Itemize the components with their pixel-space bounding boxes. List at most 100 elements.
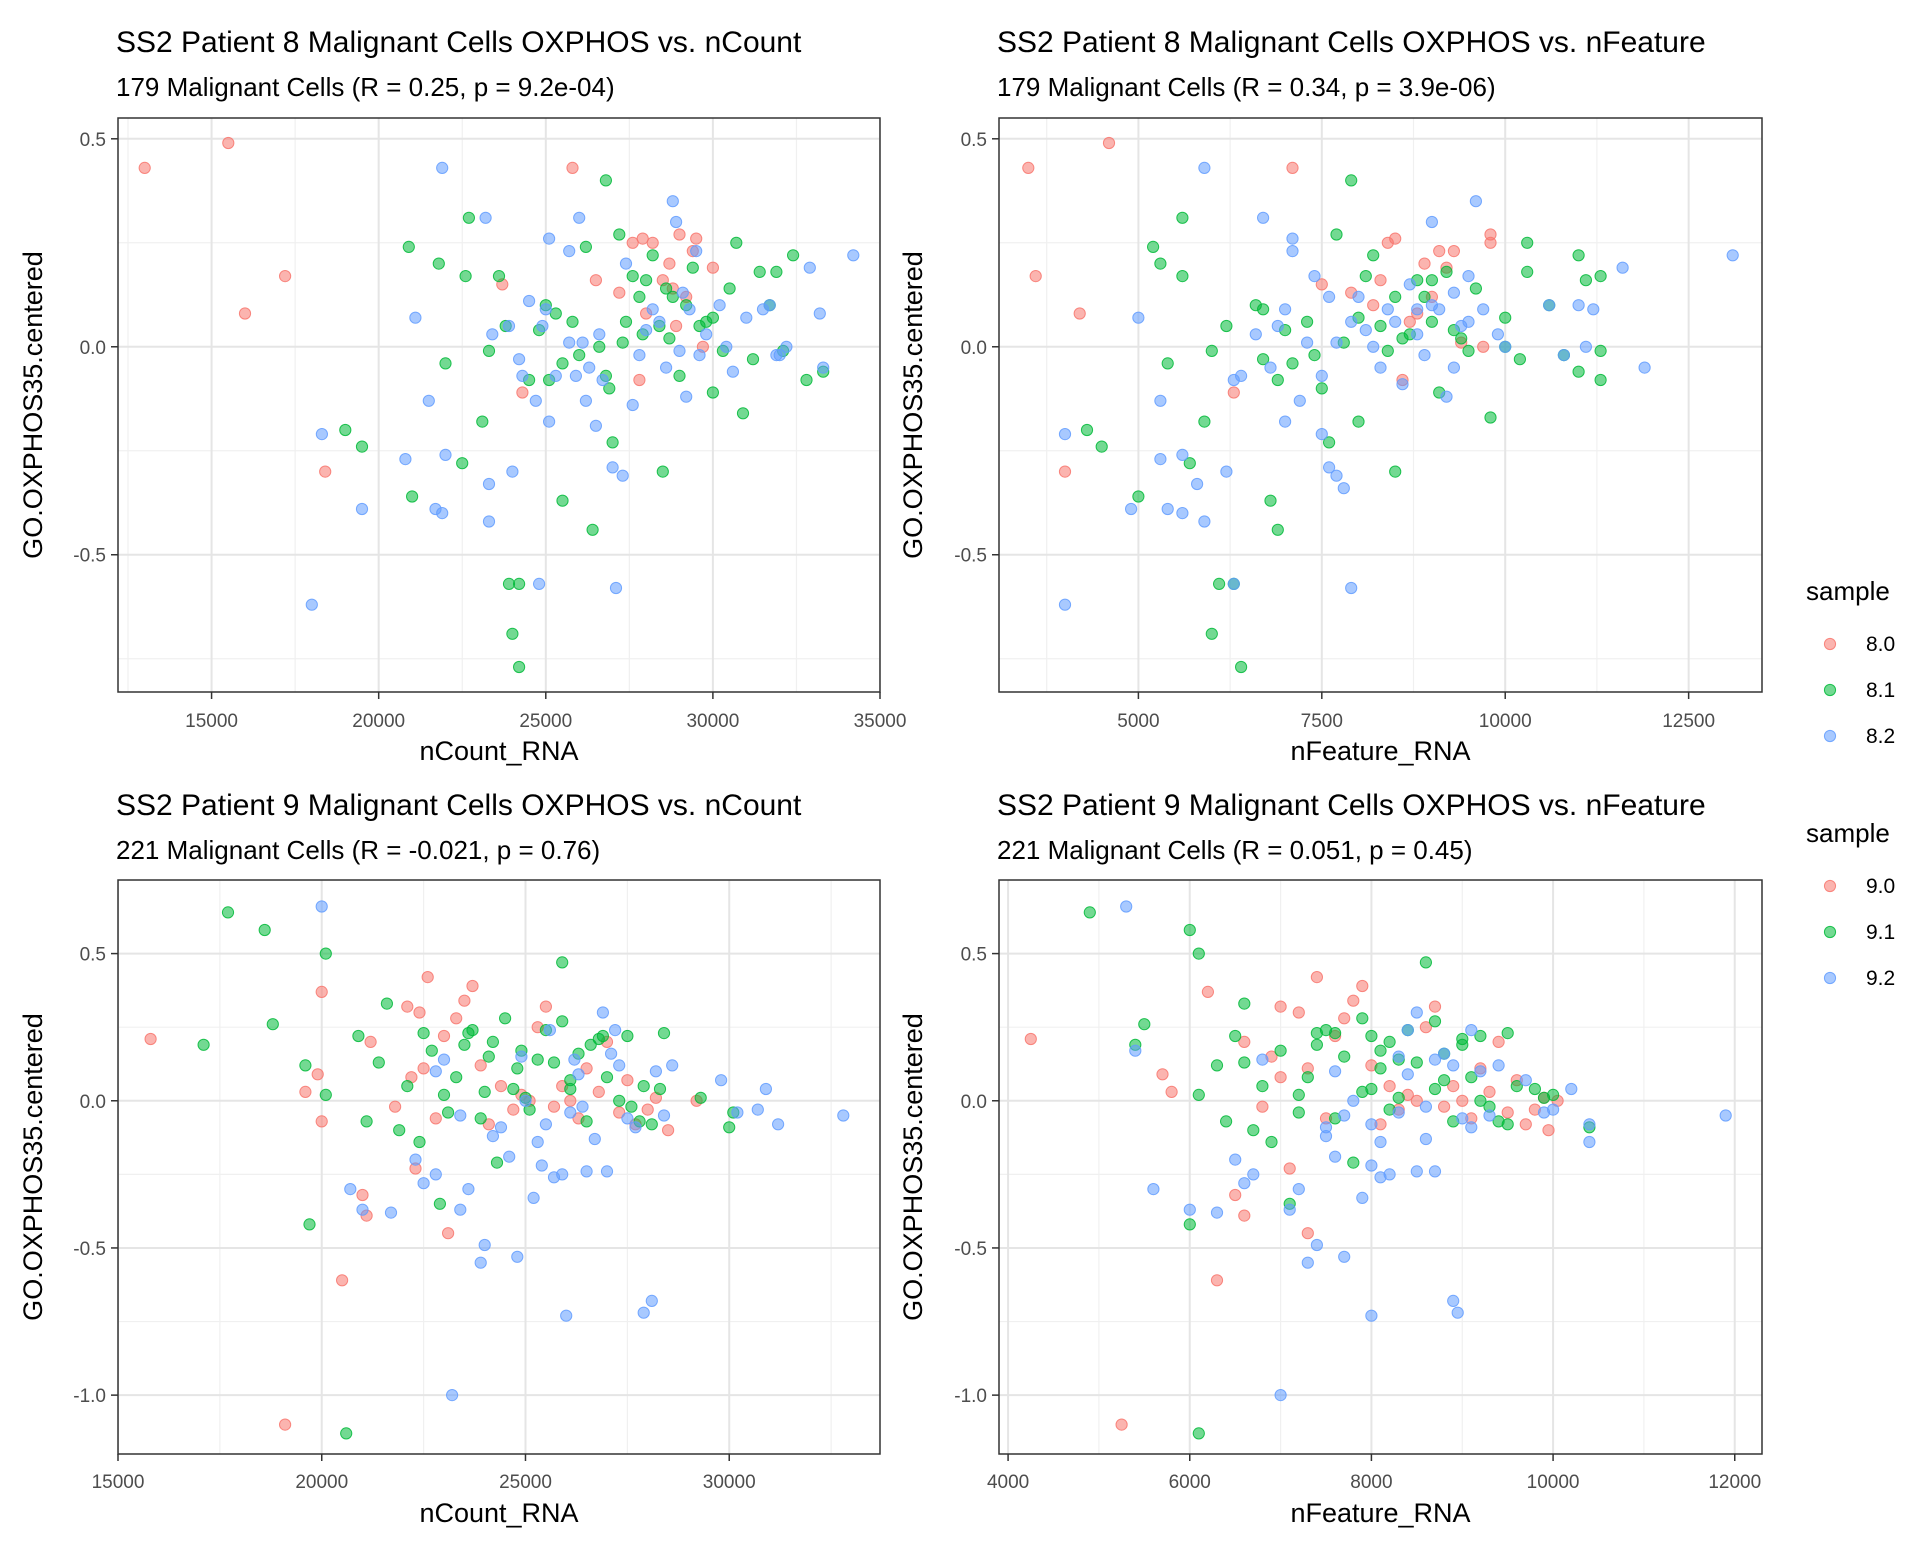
data-point-8.2	[1227, 577, 1240, 591]
data-point-8.1	[663, 332, 676, 345]
data-point-9.2	[486, 1130, 499, 1143]
gridlines	[999, 118, 1762, 692]
data-point-8.2	[529, 394, 542, 407]
data-point-8.1	[1484, 411, 1497, 424]
data-point-9.0	[450, 1012, 463, 1025]
data-point-9.1	[1428, 1082, 1442, 1096]
data-point-9.2	[1583, 1118, 1596, 1131]
x-tick-label: 20000	[295, 1472, 348, 1493]
data-point-8.1	[660, 282, 673, 295]
data-point-9.1	[1329, 1027, 1342, 1040]
data-point-9.2	[1365, 1118, 1378, 1131]
y-tick-label: 0.5	[80, 130, 106, 151]
data-point-9.2	[1492, 1059, 1505, 1072]
data-point-9.0	[1501, 1106, 1514, 1119]
data-point-9.1	[645, 1118, 658, 1131]
data-point-9.1	[1456, 1038, 1469, 1051]
data-point-8.0	[673, 228, 686, 241]
data-point-9.0	[1338, 1012, 1351, 1025]
data-point-8.1	[753, 265, 766, 278]
data-point-9.1	[1183, 923, 1196, 937]
data-point-8.2	[1469, 195, 1483, 208]
data-point-8.2	[616, 469, 629, 482]
data-point-9.1	[1292, 1106, 1305, 1119]
data-point-8.2	[1125, 502, 1138, 516]
data-point-9.2	[535, 1159, 548, 1172]
data-point-9.1	[1192, 1427, 1205, 1440]
data-point-8.1	[556, 357, 569, 370]
x-tick-label: 7500	[1301, 711, 1343, 732]
data-point-9.2	[1401, 1068, 1414, 1081]
y-axis-label: GO.OXPHOS35.centered	[898, 251, 928, 559]
data-point-8.1	[1425, 274, 1439, 287]
data-point-8.1	[482, 344, 496, 357]
data-point-8.2	[653, 315, 666, 328]
data-point-8.0	[1073, 307, 1086, 320]
data-point-9.2	[539, 1118, 553, 1131]
data-point-9.0	[1347, 994, 1360, 1007]
data-point-8.0	[238, 307, 252, 320]
data-point-9.2	[588, 1132, 601, 1146]
data-point-8.0	[613, 286, 626, 299]
data-point-9.1	[1510, 1080, 1523, 1093]
data-point-8.2	[1279, 303, 1292, 316]
data-point-9.2	[1183, 1203, 1196, 1216]
y-tick-label: -0.5	[73, 546, 106, 567]
data-point-8.1	[1095, 440, 1108, 453]
data-point-9.2	[596, 1006, 610, 1019]
data-point-8.2	[482, 515, 496, 528]
y-tick-label: -1.0	[954, 1386, 987, 1407]
y-tick-label: 0.0	[80, 1092, 106, 1113]
data-point-9.0	[364, 1035, 377, 1049]
data-point-9.1	[694, 1091, 707, 1104]
data-point-9.2	[564, 1106, 577, 1119]
data-point-8.2	[1359, 324, 1372, 337]
data-point-9.0	[421, 971, 434, 984]
data-point-8.2	[1293, 394, 1306, 407]
data-point-9.1	[1356, 1085, 1369, 1099]
data-point-8.1	[1315, 382, 1328, 395]
chart-title: SS2 Patient 8 Malignant Cells OXPHOS vs.…	[116, 26, 802, 59]
data-point-9.2	[1292, 1183, 1305, 1196]
data-point-9.1	[258, 923, 271, 937]
data-point-8.1	[579, 240, 593, 253]
data-point-8.1	[1323, 436, 1336, 449]
y-tick-label: -0.5	[954, 546, 987, 567]
data-point-9.2	[1238, 1177, 1251, 1190]
data-point-8.1	[1594, 270, 1607, 283]
data-point-8.1	[355, 440, 369, 453]
data-point-8.2	[355, 502, 369, 516]
data-point-8.2	[523, 294, 536, 308]
data-point-8.1	[593, 340, 606, 353]
data-point-9.2	[494, 1121, 508, 1134]
data-point-8.1	[1176, 211, 1189, 224]
data-point-9.2	[1465, 1121, 1478, 1134]
x-axis-label: nFeature_RNA	[1290, 1498, 1470, 1528]
data-point-9.0	[437, 1029, 451, 1043]
data-point-8.1	[1198, 415, 1211, 428]
data-point-8.1	[1381, 344, 1394, 357]
data-point-8.1	[502, 577, 516, 591]
data-point-9.1	[1192, 1088, 1205, 1102]
data-point-9.1	[1183, 1218, 1196, 1231]
data-point-9.2	[1383, 1168, 1396, 1181]
data-point-9.0	[592, 1085, 605, 1099]
data-point-9.1	[1410, 1056, 1423, 1069]
data-point-8.2	[666, 195, 679, 208]
data-point-9.0	[1301, 1227, 1314, 1240]
data-point-9.1	[1301, 1071, 1314, 1084]
legend-key-8.1	[1823, 683, 1837, 697]
plot-background	[999, 880, 1762, 1454]
data-point-9.2	[560, 1309, 573, 1322]
data-point-8.1	[673, 369, 686, 382]
x-tick-label: 15000	[185, 711, 238, 732]
data-point-8.2	[1154, 394, 1167, 407]
data-point-8.1	[1462, 344, 1475, 357]
data-point-8.1	[462, 211, 475, 224]
data-point-8.1	[1521, 236, 1534, 249]
data-point-8.1	[723, 282, 736, 295]
data-point-8.1	[1220, 319, 1233, 333]
data-point-8.1	[686, 261, 699, 274]
data-point-9.1	[1501, 1027, 1514, 1040]
data-point-8.2	[1308, 270, 1321, 283]
